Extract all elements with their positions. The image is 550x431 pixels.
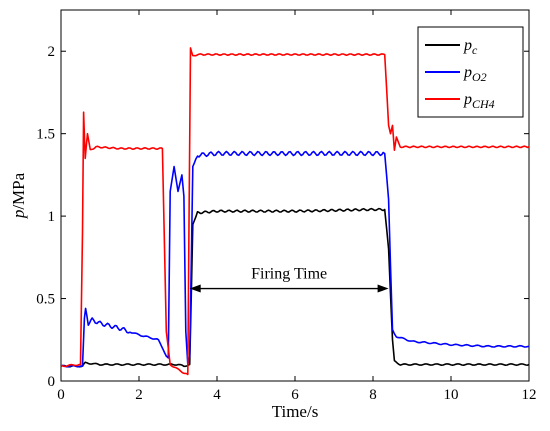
series-lines bbox=[60, 47, 530, 376]
legend-label-ch4: pCH4 bbox=[463, 91, 495, 111]
x-tick-label: 6 bbox=[291, 387, 299, 403]
legend-label-subscript: CH4 bbox=[472, 97, 495, 111]
y-axis-title-unit: /MPa bbox=[9, 172, 28, 209]
x-tick-label: 8 bbox=[369, 387, 377, 403]
y-tick-label: 2 bbox=[48, 44, 56, 60]
legend-label-base: p bbox=[463, 64, 472, 81]
firing-time-arrow-head-right bbox=[377, 284, 389, 293]
series-line-c bbox=[60, 207, 530, 368]
x-tick-label: 0 bbox=[57, 387, 65, 403]
x-tick-label: 2 bbox=[135, 387, 143, 403]
x-tick-label: 10 bbox=[444, 387, 459, 403]
series-line-ch4 bbox=[60, 47, 530, 376]
legend-label-base: p bbox=[463, 91, 472, 108]
series-line-o2 bbox=[60, 150, 530, 368]
y-tick-label: 1 bbox=[48, 209, 56, 225]
legend-label-subscript: O2 bbox=[472, 70, 487, 84]
legend-label-o2: pO2 bbox=[463, 64, 487, 84]
x-axis-title: Time/s bbox=[272, 402, 319, 421]
x-tick-label: 4 bbox=[213, 387, 221, 403]
firing-time-arrow-head-left bbox=[189, 284, 201, 293]
x-tick-label: 12 bbox=[522, 387, 537, 403]
firing-time-annotation: Firing Time bbox=[189, 266, 389, 293]
firing-time-label: Firing Time bbox=[251, 266, 327, 283]
axis-tick-labels: 0 2 4 6 8 10 12 0 0.5 1 1.5 2 bbox=[36, 44, 536, 403]
legend-label-base: p bbox=[463, 37, 472, 54]
y-axis-title: p/MPa bbox=[9, 172, 28, 219]
axis-ticks bbox=[60, 10, 530, 382]
legend-label-subscript: c bbox=[472, 43, 478, 57]
y-tick-label: 1.5 bbox=[36, 127, 55, 143]
y-tick-label: 0 bbox=[48, 374, 56, 390]
legend-label-c: pc bbox=[463, 37, 478, 57]
y-tick-label: 0.5 bbox=[36, 292, 55, 308]
y-axis-title-symbol: p bbox=[9, 210, 28, 220]
